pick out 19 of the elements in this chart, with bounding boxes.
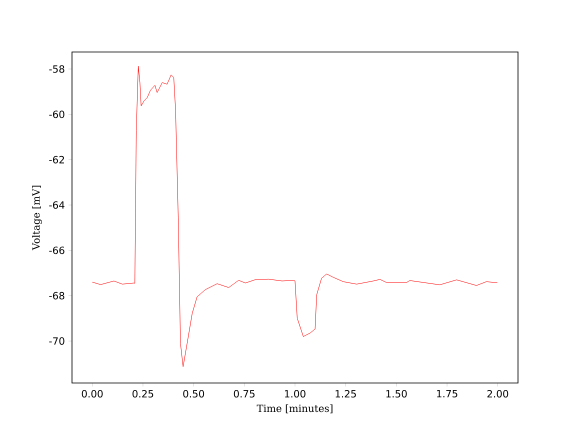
y-tick-label: -66: [49, 246, 64, 254]
x-tick-label: 0.00: [82, 390, 103, 398]
x-axis-title: Time [minutes]: [256, 404, 332, 414]
x-tick-label: 2.00: [487, 390, 508, 398]
y-tick-label: -68: [49, 292, 64, 300]
y-tick-label: -70: [49, 337, 64, 345]
x-tick-label: 0.25: [132, 390, 154, 398]
x-tick-label: 1.00: [285, 390, 306, 398]
x-tick-label: 1.75: [437, 390, 458, 398]
x-tick-label: 1.50: [386, 390, 407, 398]
y-tick-label: -62: [49, 156, 64, 164]
y-tick-label: -60: [49, 110, 64, 118]
line-series: [92, 66, 498, 367]
y-axis-title: Voltage [mV]: [32, 186, 42, 250]
y-tick-label: -64: [49, 201, 64, 209]
x-tick-label: 1.25: [336, 390, 356, 398]
y-tick-label: -58: [49, 65, 64, 73]
x-tick-label: 0.50: [183, 390, 204, 398]
x-tick-label: 0.75: [234, 390, 255, 398]
